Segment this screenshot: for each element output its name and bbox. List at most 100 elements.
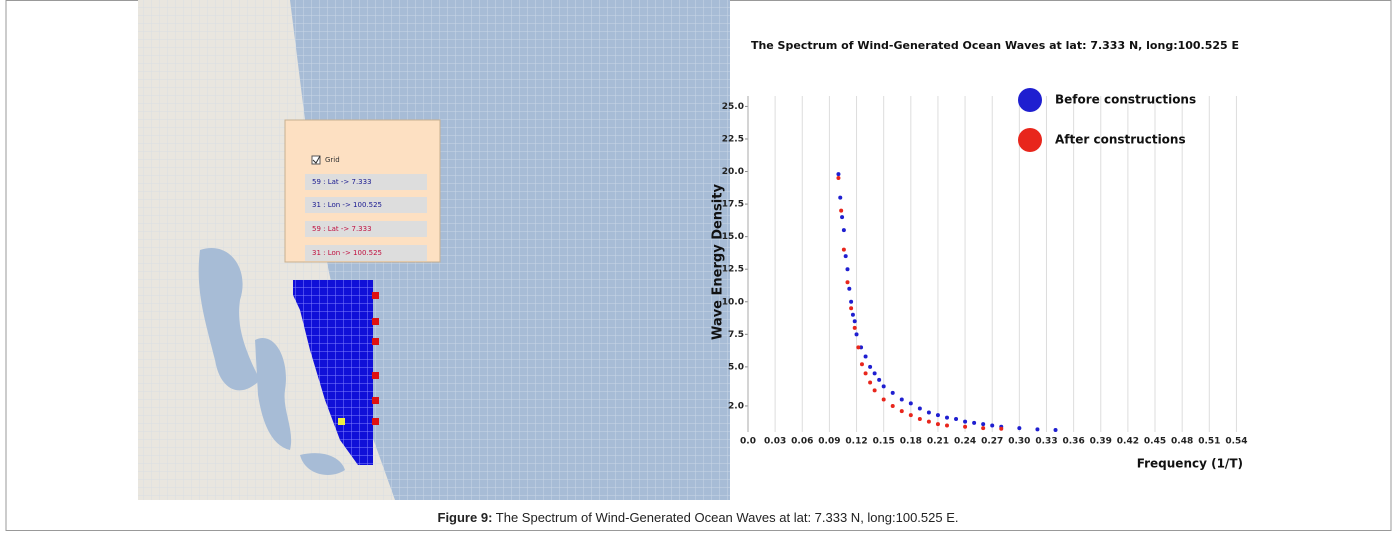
point [836,172,840,176]
marker [372,338,379,345]
point [853,326,857,330]
caption-text: The Spectrum of Wind-Generated Ocean Wav… [492,510,958,525]
point [972,421,976,425]
info-text: 31 : Lon -> 100.525 [312,201,382,209]
x-tick-label: 0.03 [764,437,786,447]
point [877,378,881,382]
point [936,422,940,426]
point [855,332,859,336]
point [849,306,853,310]
point [891,391,895,395]
point [945,423,949,427]
point [873,388,877,392]
point [927,410,931,414]
point [909,413,913,417]
point [963,420,967,424]
point [860,362,864,366]
legend-label: Before constructions [1055,93,1196,107]
point [918,407,922,411]
selected-cell [338,418,345,425]
x-tick-label: 0.06 [791,437,813,447]
point [891,404,895,408]
x-tick-label: 0.42 [1117,437,1139,447]
point [882,397,886,401]
x-tick-label: 0.24 [954,437,976,447]
x-tick-label: 0.09 [818,437,840,447]
point [868,381,872,385]
x-tick-label: 0.48 [1171,437,1193,447]
point [853,319,857,323]
y-tick-label: 25.0 [722,102,744,112]
figure: Grid 59 : Lat -> 7.333 31 : Lon -> 100.5… [0,0,1397,541]
x-tick-label: 0.12 [845,437,867,447]
x-tick-label: 0.27 [981,437,1003,447]
x-tick-label: 0.0 [740,437,756,447]
x-tick-label: 0.30 [1008,437,1030,447]
point [927,420,931,424]
x-tick-label: 0.54 [1225,437,1247,447]
point [844,254,848,258]
point [990,423,994,427]
legend-label: After constructions [1055,133,1186,147]
point [882,384,886,388]
point [839,209,843,213]
point [1054,428,1058,432]
marker [372,318,379,325]
point [1017,426,1021,430]
caption: Figure 9: The Spectrum of Wind-Generated… [438,510,959,525]
x-tick-label: 0.36 [1063,437,1085,447]
point [845,280,849,284]
point [981,426,985,430]
point [999,427,1003,431]
point [847,287,851,291]
marker [372,418,379,425]
point [873,371,877,375]
point [845,267,849,271]
x-tick-label: 0.15 [873,437,895,447]
y-tick-label: 7.5 [728,330,744,340]
point [840,215,844,219]
legend-marker [1018,88,1042,112]
point [981,422,985,426]
page: {"map": {"checkbox_label": "Grid", "rows… [0,0,1397,541]
info-text: 59 : Lat -> 7.333 [312,178,372,186]
point [864,371,868,375]
point [918,417,922,421]
point [936,413,940,417]
y-tick-label: 20.0 [722,167,744,177]
checkbox-label: Grid [325,156,340,164]
x-tick-label: 0.21 [927,437,949,447]
point [1035,427,1039,431]
point [856,345,860,349]
marker [372,372,379,379]
y-tick-label: 5.0 [728,362,744,372]
y-tick-label: 2.0 [728,401,744,411]
map: Grid 59 : Lat -> 7.333 31 : Lon -> 100.5… [138,0,730,500]
x-tick-label: 0.45 [1144,437,1166,447]
x-tick-label: 0.18 [900,437,922,447]
legend-marker [1018,128,1042,152]
point [945,416,949,420]
point [900,397,904,401]
y-tick-label: 17.5 [722,200,744,210]
x-tick-label: 0.39 [1090,437,1112,447]
info-panel [285,120,440,262]
x-tick-label: 0.33 [1035,437,1057,447]
chart: The Spectrum of Wind-Generated Ocean Wav… [711,39,1248,471]
point [838,196,842,200]
y-tick-label: 12.5 [722,265,744,275]
point [842,248,846,252]
info-text: 59 : Lat -> 7.333 [312,225,372,233]
marker [372,292,379,299]
point [909,401,913,405]
point [851,313,855,317]
x-axis-label: Frequency (1/T) [1137,457,1243,471]
x-tick-label: 0.51 [1198,437,1220,447]
point [963,425,967,429]
chart-title: The Spectrum of Wind-Generated Ocean Wav… [751,39,1239,52]
point [842,228,846,232]
point [868,365,872,369]
point [836,176,840,180]
y-tick-label: 10.0 [722,297,744,307]
point [849,300,853,304]
